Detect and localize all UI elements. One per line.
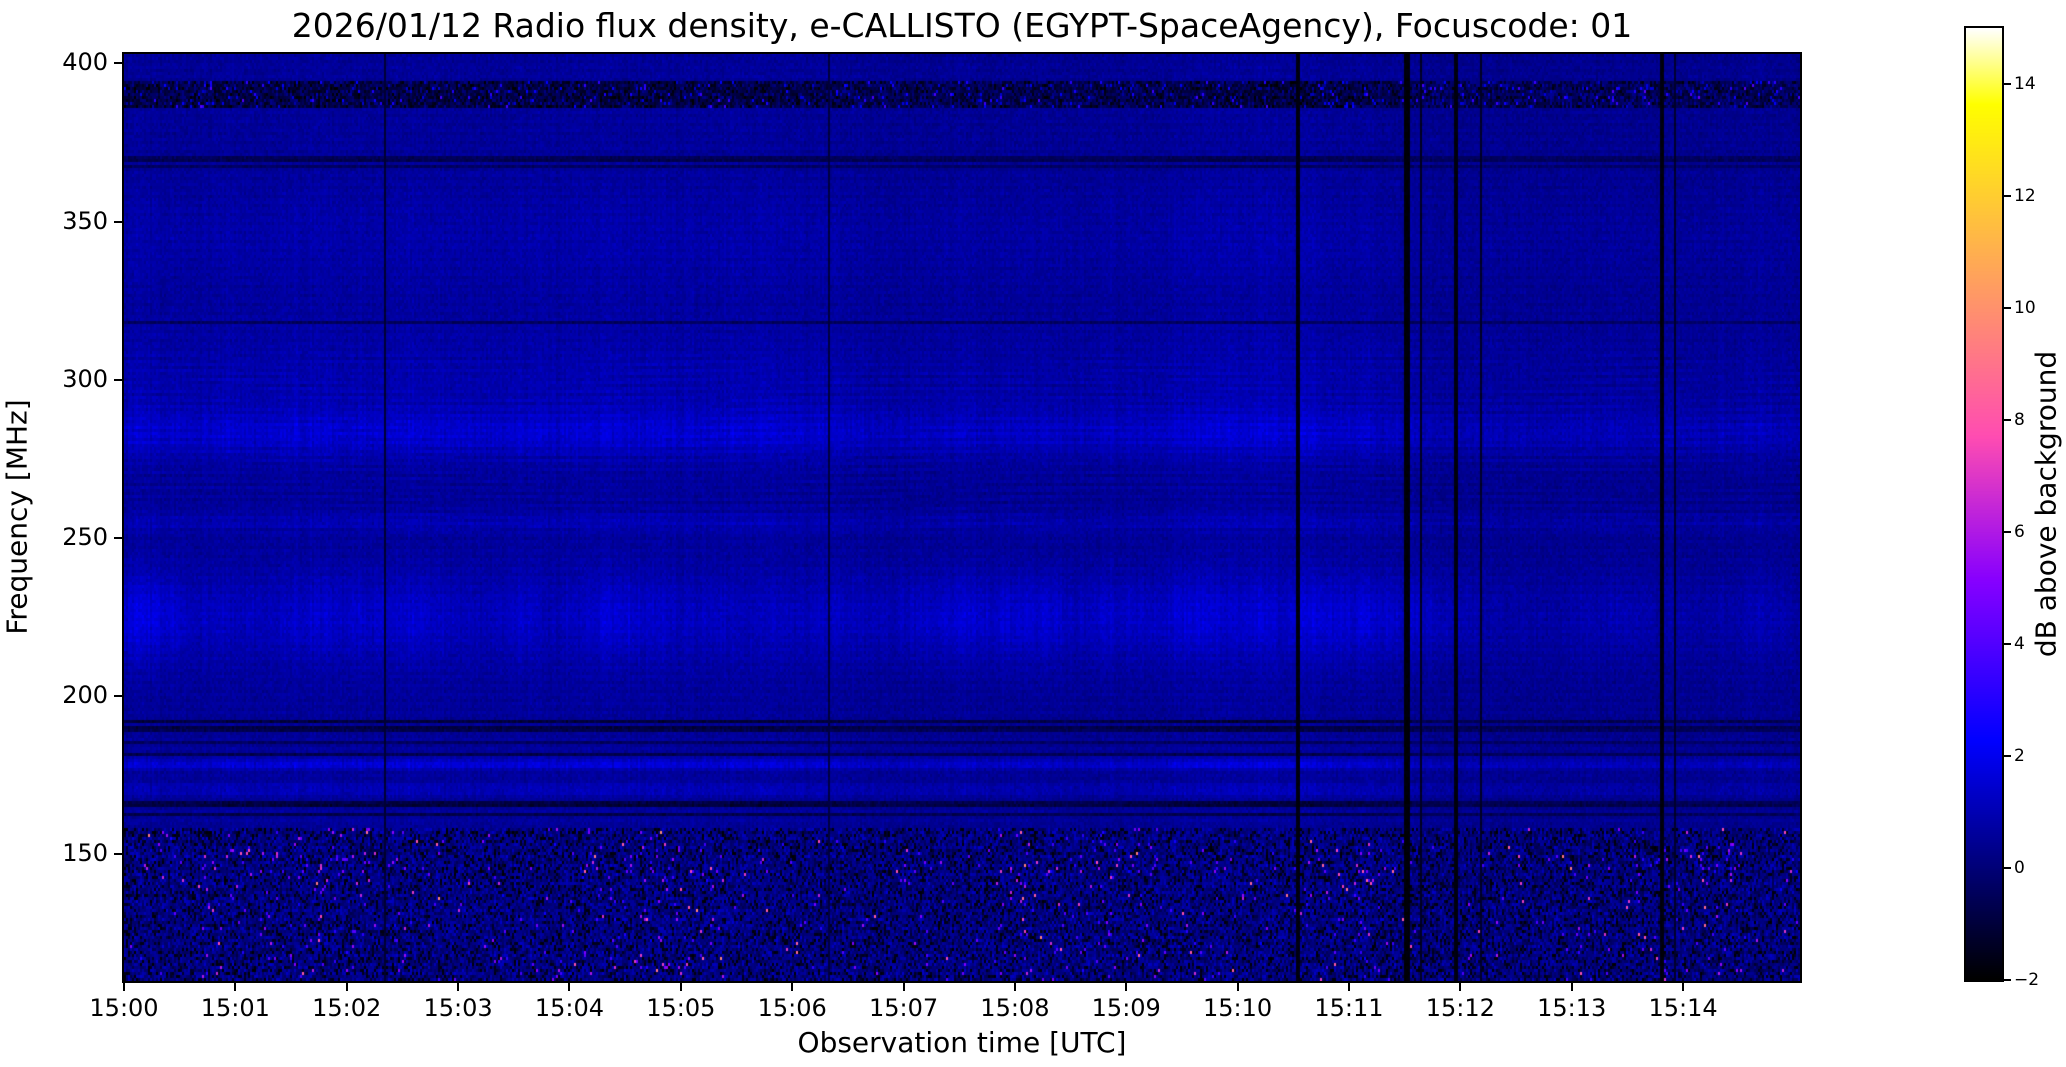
x-tick-label: 15:12 xyxy=(1425,994,1495,1022)
x-tick-label: 15:14 xyxy=(1648,994,1718,1022)
y-tick-mark xyxy=(114,695,122,698)
x-tick-label: 15:08 xyxy=(980,994,1050,1022)
x-tick-label: 15:13 xyxy=(1537,994,1607,1022)
x-tick-mark xyxy=(1459,983,1462,991)
x-tick-mark xyxy=(234,983,237,991)
x-tick-mark xyxy=(457,983,460,991)
colorbar-tick-label: 0 xyxy=(2014,858,2025,878)
x-tick-label: 15:05 xyxy=(646,994,716,1022)
x-tick-mark xyxy=(791,983,794,991)
spectrogram-plot xyxy=(122,52,1802,983)
x-tick-label: 15:09 xyxy=(1091,994,1161,1022)
y-tick-mark xyxy=(114,62,122,65)
x-tick-label: 15:04 xyxy=(534,994,605,1022)
y-tick-mark xyxy=(114,378,122,381)
colorbar-tick-mark xyxy=(2004,867,2011,869)
colorbar-tick-mark xyxy=(2004,755,2011,757)
colorbar-gradient xyxy=(1966,28,2002,980)
x-tick-mark xyxy=(679,983,682,991)
colorbar-tick-label: 8 xyxy=(2014,410,2025,430)
y-tick-label: 300 xyxy=(62,364,108,393)
x-tick-mark xyxy=(902,983,905,991)
x-tick-label: 15:10 xyxy=(1203,994,1273,1022)
y-tick-label: 350 xyxy=(62,206,108,235)
colorbar-tick-mark xyxy=(2004,307,2011,309)
x-tick-mark xyxy=(1125,983,1128,991)
colorbar-tick-mark xyxy=(2004,419,2011,421)
colorbar-tick-mark xyxy=(2004,979,2011,981)
colorbar-tick-mark xyxy=(2004,531,2011,533)
y-tick-label: 400 xyxy=(62,48,108,77)
chart-title: 2026/01/12 Radio flux density, e-CALLIST… xyxy=(291,6,1633,45)
y-tick-mark xyxy=(114,853,122,856)
x-tick-mark xyxy=(1013,983,1016,991)
x-tick-mark xyxy=(568,983,571,991)
y-tick-mark xyxy=(114,220,122,223)
colorbar-tick-label: 10 xyxy=(2014,298,2036,318)
x-tick-label: 15:07 xyxy=(868,994,939,1022)
colorbar xyxy=(1964,26,2004,982)
spectrogram-canvas xyxy=(124,54,1800,981)
x-tick-mark xyxy=(1570,983,1573,991)
x-tick-mark xyxy=(1236,983,1239,991)
y-tick-label: 250 xyxy=(62,523,108,552)
colorbar-tick-label: 12 xyxy=(2014,186,2036,206)
colorbar-tick-mark xyxy=(2004,195,2011,197)
y-tick-mark xyxy=(114,537,122,540)
x-tick-label: 15:11 xyxy=(1314,994,1384,1022)
x-tick-label: 15:02 xyxy=(312,994,382,1022)
colorbar-tick-mark xyxy=(2004,643,2011,645)
colorbar-tick-label: 2 xyxy=(2014,746,2025,766)
x-tick-label: 15:03 xyxy=(423,994,493,1022)
x-tick-mark xyxy=(345,983,348,991)
y-axis-label: Frequency [MHz] xyxy=(0,399,34,635)
x-tick-mark xyxy=(1682,983,1685,991)
x-axis-label: Observation time [UTC] xyxy=(797,1026,1127,1059)
colorbar-tick-mark xyxy=(2004,83,2011,85)
colorbar-tick-label: −2 xyxy=(2014,970,2040,990)
colorbar-tick-label: 4 xyxy=(2014,634,2025,654)
x-tick-label: 15:00 xyxy=(89,994,159,1022)
x-tick-label: 15:06 xyxy=(757,994,827,1022)
colorbar-tick-label: 6 xyxy=(2014,522,2025,542)
x-tick-mark xyxy=(123,983,125,991)
y-tick-label: 150 xyxy=(62,839,108,868)
colorbar-label: dB above background xyxy=(2029,350,2063,658)
y-tick-label: 200 xyxy=(62,681,108,710)
x-tick-label: 15:01 xyxy=(200,994,270,1022)
colorbar-tick-label: 14 xyxy=(2014,74,2036,94)
x-tick-mark xyxy=(1347,983,1350,991)
